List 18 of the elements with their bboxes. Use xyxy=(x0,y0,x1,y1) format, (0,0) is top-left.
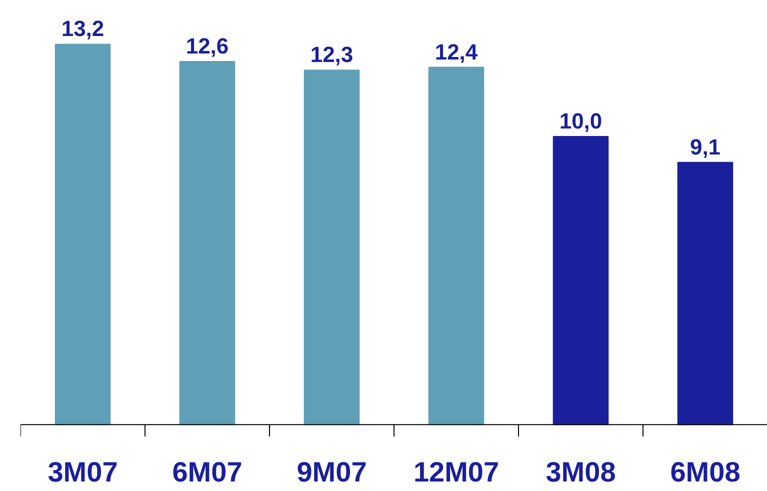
data-label: 12,6 xyxy=(186,34,229,59)
x-tick-label: 3M07 xyxy=(48,456,118,488)
bar xyxy=(677,162,734,426)
data-label: 12,3 xyxy=(310,42,354,68)
x-tick-label: 6M07 xyxy=(172,456,242,488)
data-label: 12,4 xyxy=(434,39,478,64)
x-tick-label: 3M08 xyxy=(546,456,616,488)
data-label: 13,2 xyxy=(61,16,104,42)
x-tick-label: 9M07 xyxy=(296,456,367,488)
data-label: 10,0 xyxy=(559,108,602,134)
bar xyxy=(552,136,609,426)
bar xyxy=(54,44,111,426)
x-tick-label: 12M07 xyxy=(413,456,500,488)
x-tick-label: 6M08 xyxy=(670,456,740,488)
bar xyxy=(428,66,484,426)
data-label: 9,1 xyxy=(690,134,721,160)
bar xyxy=(179,61,236,426)
bar xyxy=(304,70,360,426)
